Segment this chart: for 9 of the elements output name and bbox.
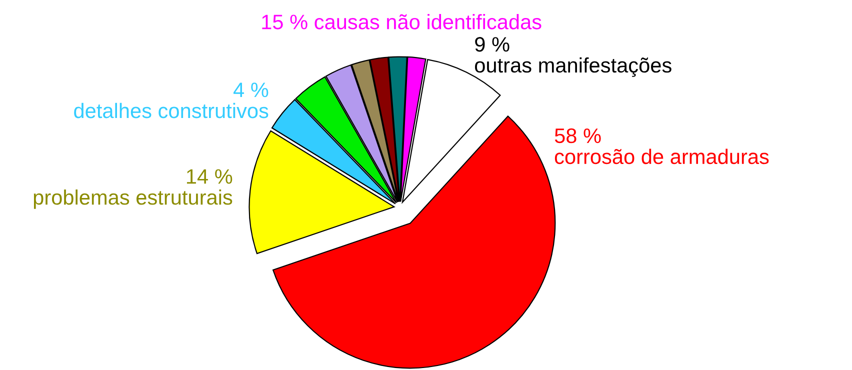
- text: 15 % causas não identificadas: [262, 14, 542, 30]
- data-label: 14 %: [186, 169, 232, 184]
- slice-label: outras manifestações: [475, 57, 672, 77]
- slice-label: detalhes construtivos: [74, 102, 268, 118]
- data-label: 9 %: [475, 36, 510, 52]
- slice-label: corrosão de armaduras: [554, 148, 769, 164]
- slice-label: problemas estruturais: [34, 189, 232, 209]
- data-label: 4 %: [234, 82, 268, 98]
- data-label: 58 %: [554, 128, 601, 144]
